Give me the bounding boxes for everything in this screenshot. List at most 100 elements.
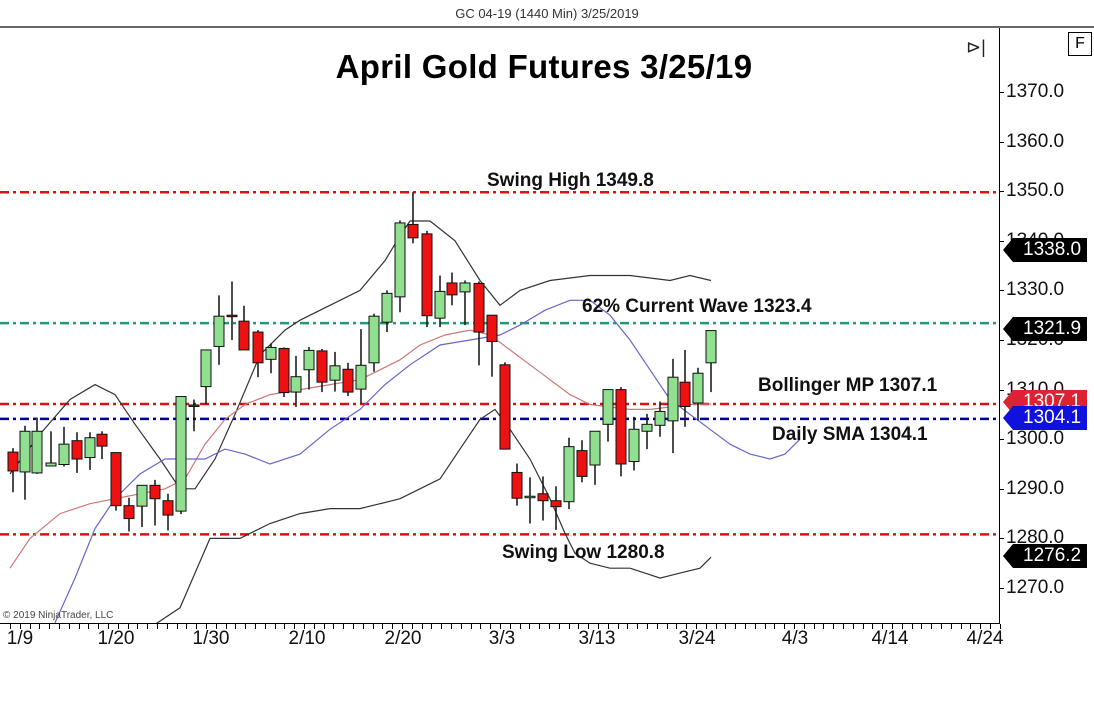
candle-body	[84, 437, 96, 459]
candle-body	[692, 372, 704, 404]
chart-plot-area[interactable]	[0, 28, 1000, 624]
price-label: 1330.0	[1006, 279, 1065, 301]
date-tick	[647, 624, 648, 629]
date-tick	[500, 624, 501, 629]
candle-body	[316, 350, 328, 383]
date-tick	[206, 624, 207, 629]
date-tick	[451, 624, 452, 629]
date-tick	[19, 624, 21, 629]
date-tick	[29, 624, 31, 629]
date-label: 4/3	[781, 628, 809, 649]
candle-body	[265, 346, 277, 360]
date-tick	[666, 624, 668, 629]
date-tick	[490, 624, 492, 629]
date-tick	[921, 624, 923, 629]
date-tick	[745, 624, 746, 629]
price-tick	[999, 538, 1004, 540]
date-tick	[578, 624, 580, 629]
date-tick	[255, 624, 256, 629]
date-tick	[186, 624, 188, 629]
price-tick	[999, 439, 1004, 441]
date-tick	[166, 624, 168, 629]
date-tick	[882, 624, 884, 629]
date-tick	[803, 624, 805, 629]
date-tick	[284, 624, 286, 629]
candle-body	[58, 443, 70, 465]
candle-body	[31, 430, 43, 474]
candle-body	[329, 365, 341, 381]
date-tick	[372, 624, 374, 629]
candle-body	[667, 376, 679, 422]
date-tick	[627, 624, 629, 629]
date-tick	[402, 624, 403, 629]
date-tick	[323, 624, 325, 629]
level-label: Swing Low 1280.8	[502, 542, 665, 563]
date-tick	[137, 624, 139, 629]
date-tick	[411, 624, 413, 629]
price-label: 1370.0	[1006, 81, 1065, 102]
date-tick	[852, 624, 854, 629]
candle-body	[381, 292, 393, 323]
date-tick	[607, 624, 609, 629]
candle-body	[368, 315, 380, 364]
date-tick	[49, 624, 51, 629]
date-tick	[108, 624, 109, 629]
level-label: Swing High 1349.8	[487, 170, 654, 191]
date-tick	[294, 624, 296, 629]
date-tick	[353, 624, 354, 629]
date-tick	[117, 624, 119, 629]
date-tick	[313, 624, 315, 629]
candle-body	[446, 282, 458, 296]
candle-body	[537, 493, 549, 502]
date-tick	[59, 624, 60, 629]
candle-body	[71, 440, 83, 460]
date-tick	[39, 624, 41, 629]
f-button[interactable]: F	[1068, 32, 1092, 56]
date-tick	[911, 624, 913, 629]
date-tick	[960, 624, 962, 629]
date-tick	[235, 624, 237, 629]
candle-body	[394, 222, 406, 298]
date-tick	[88, 624, 90, 629]
candle-body	[486, 314, 498, 342]
date-label: 1/20	[97, 628, 135, 649]
candle-body	[200, 349, 212, 388]
candle-body	[407, 223, 419, 239]
candle-body	[303, 349, 315, 371]
date-tick	[343, 624, 345, 629]
date-tick	[941, 624, 942, 629]
date-tick	[725, 624, 727, 629]
header-divider	[0, 26, 1094, 28]
candle-body	[96, 433, 108, 447]
scroll-to-end-icon[interactable]: ⊳|	[966, 37, 986, 57]
date-tick	[637, 624, 639, 629]
candle-body	[252, 331, 264, 364]
date-tick	[617, 624, 619, 629]
date-tick	[539, 624, 541, 629]
price-tick	[999, 141, 1004, 143]
price-label: 1300.0	[1006, 428, 1065, 450]
candle-body	[7, 451, 19, 472]
date-tick	[598, 624, 599, 629]
date-tick	[872, 624, 874, 629]
date-tick	[421, 624, 423, 629]
date-tick	[157, 624, 158, 629]
price-label: 1280.0	[1006, 527, 1065, 549]
date-tick	[970, 624, 972, 629]
candle-body	[136, 484, 148, 507]
date-label: 3/13	[578, 628, 616, 649]
date-label: 3/24	[678, 628, 716, 649]
price-tick	[999, 191, 1004, 193]
level-label: Bollinger MP 1307.1	[758, 375, 938, 396]
date-tick	[794, 624, 795, 629]
candle-body	[213, 315, 225, 347]
time-axis-line	[0, 623, 1000, 624]
date-tick	[127, 624, 129, 629]
candle-body	[563, 446, 575, 503]
date-tick	[833, 624, 835, 629]
candle-body	[226, 314, 238, 318]
candle-body	[705, 330, 717, 364]
date-tick	[529, 624, 531, 629]
candle-body	[628, 428, 640, 463]
copyright-notice: © 2019 NinjaTrader, LLC	[3, 610, 114, 621]
